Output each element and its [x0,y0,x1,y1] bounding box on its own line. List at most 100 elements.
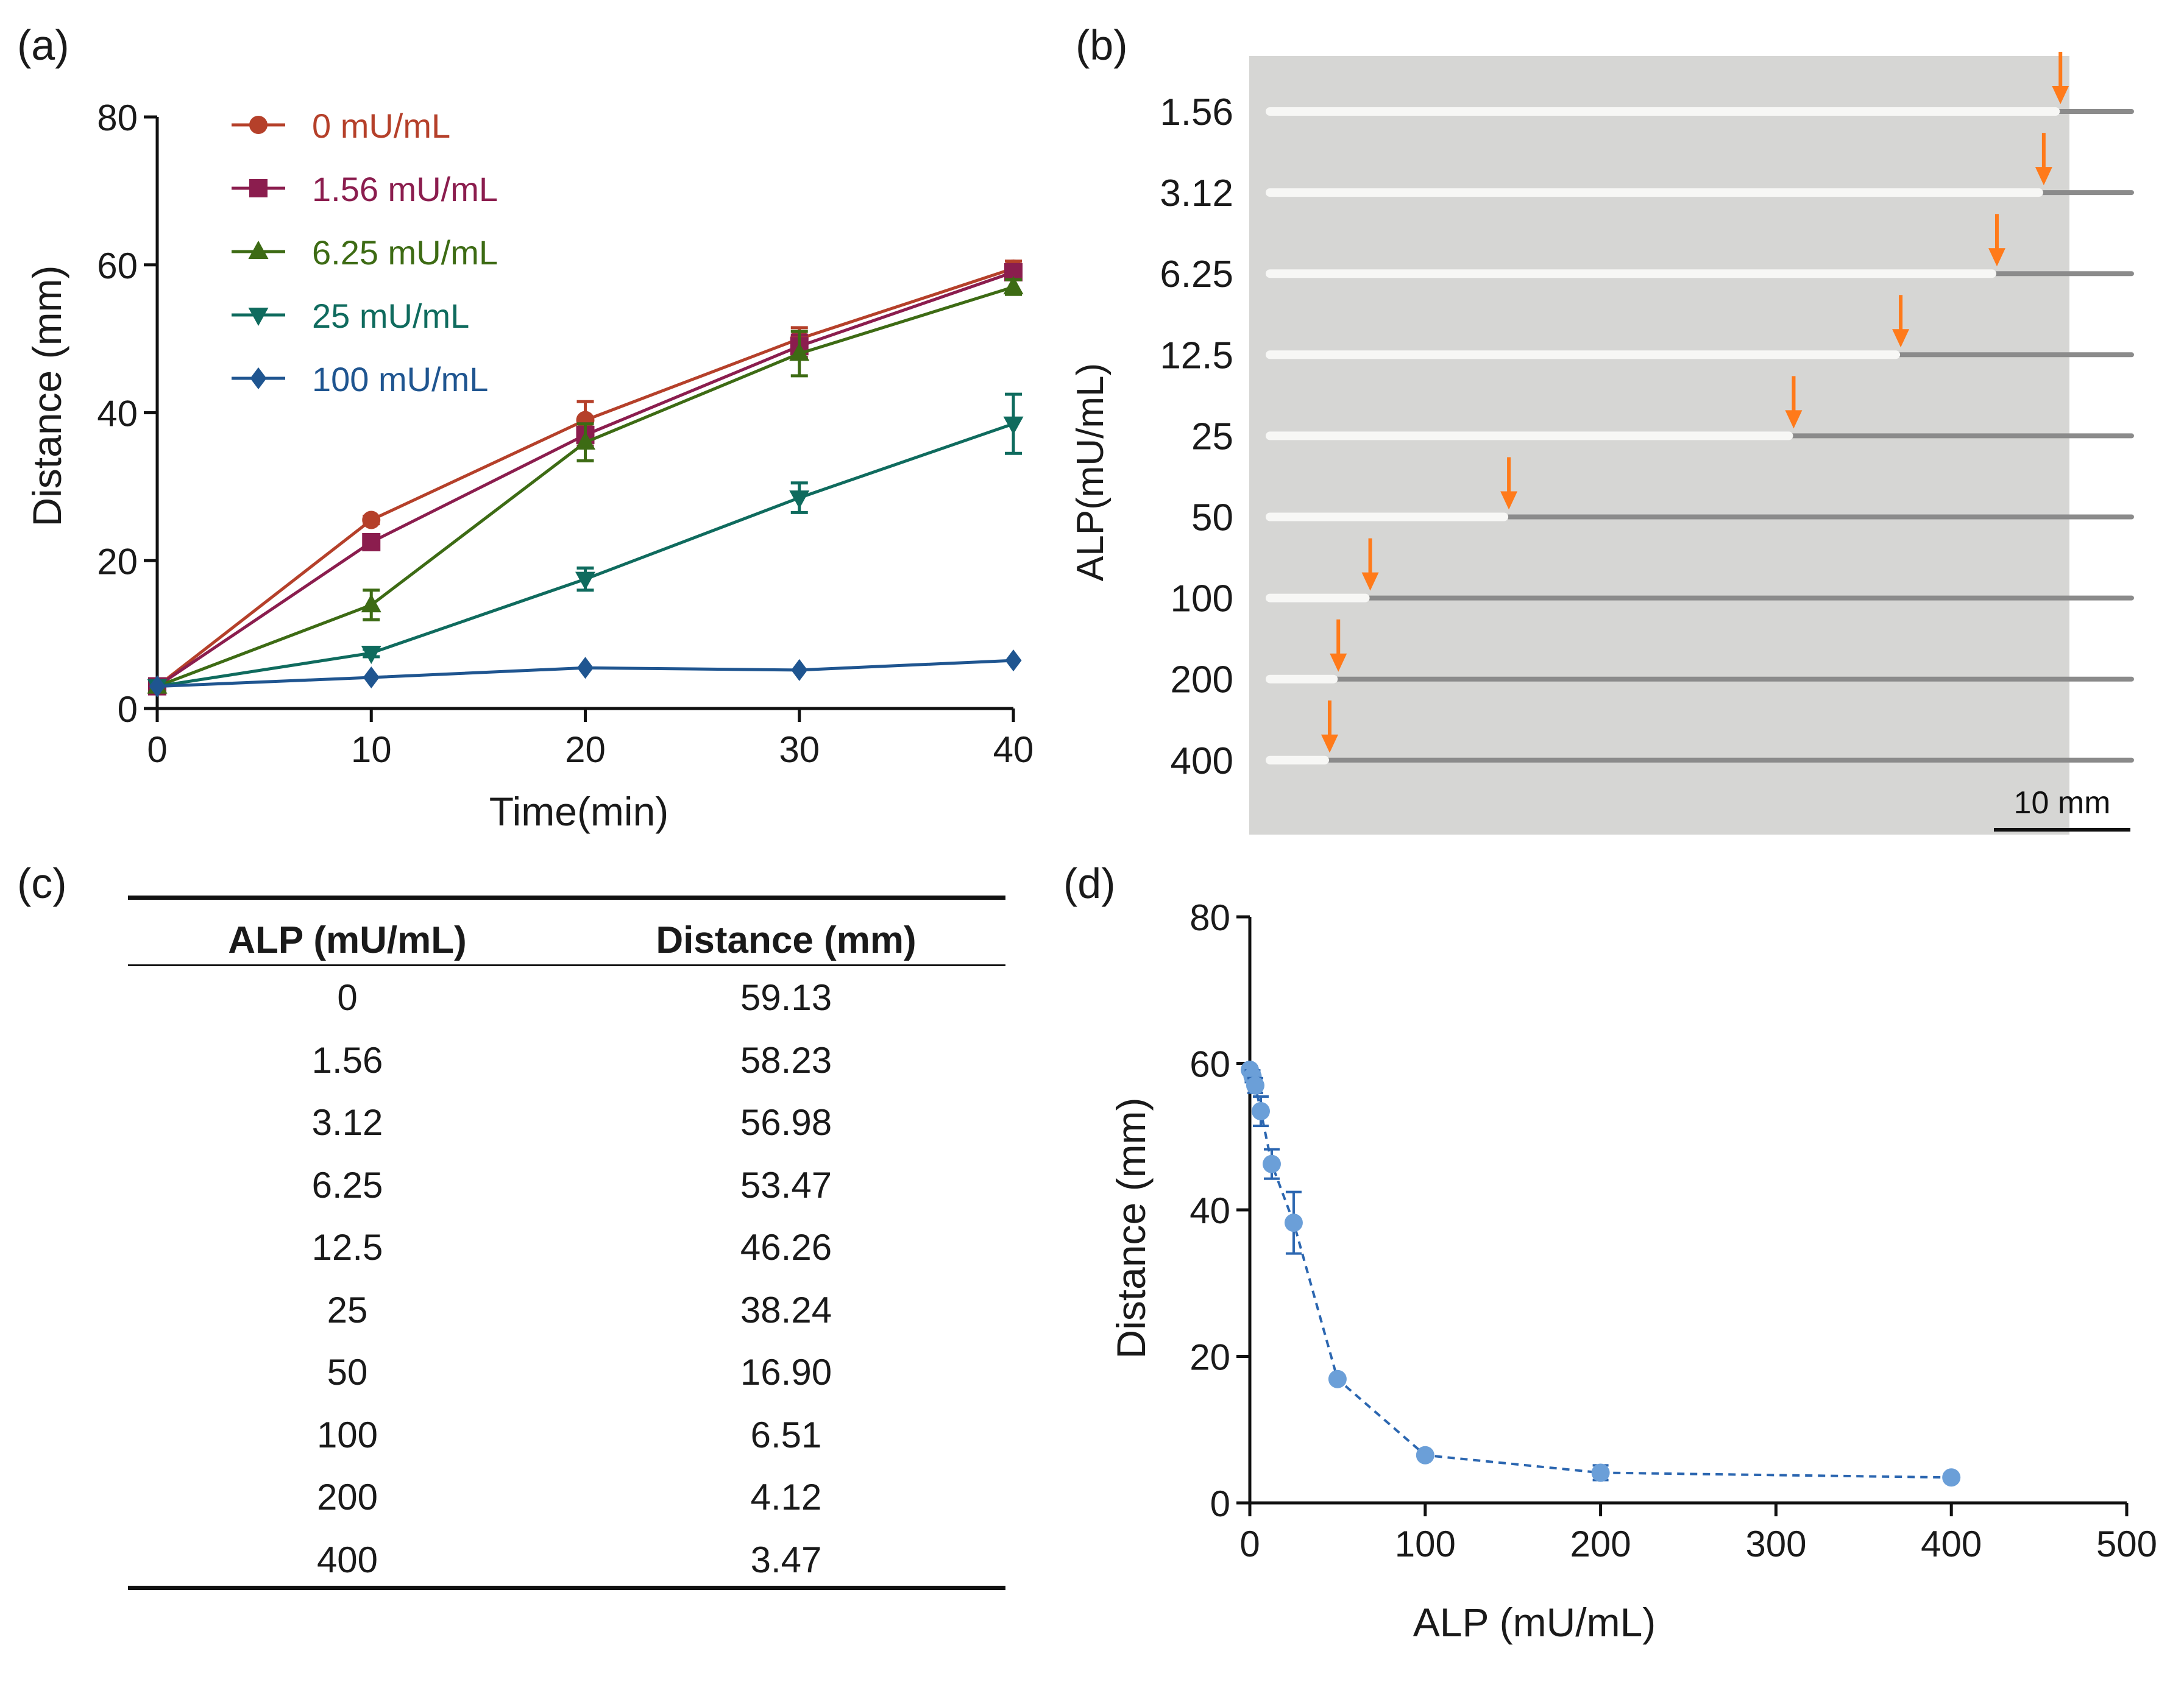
orange-arrow-icon [1321,734,1338,753]
a-data-point [575,571,595,590]
table-cell-alp: 12.5 [311,1227,383,1268]
a-data-point [1003,276,1024,295]
chart-d-xlabel: ALP (mU/mL) [1413,1600,1656,1645]
panel-c-label: (c) [17,860,67,907]
table-cell-distance: 46.26 [740,1227,832,1268]
a-xtick-label: 40 [993,729,1034,770]
table-top-rule [128,896,1005,900]
a-series-line [156,267,1014,688]
d-data-point [1284,1214,1303,1232]
chart-d-ylabel: Distance (mm) [1108,1097,1154,1359]
chart-b-ylabel: ALP(mU/mL) [1069,363,1112,581]
d-ytick-label: 20 [1190,1337,1230,1378]
b-category-label: 50 [1191,497,1233,539]
a-legend-marker [249,179,268,197]
a-legend-marker [250,367,267,389]
table-cell-distance: 16.90 [740,1352,832,1393]
a-ytick-label: 0 [118,689,138,730]
a-legend-marker [249,116,268,134]
b-category-label: 3.12 [1160,172,1233,214]
a-data-point [1003,416,1024,435]
d-data-point [1262,1154,1281,1173]
a-ytick-label: 20 [97,541,138,582]
chart-b: 1.56 3.12 6.25 12.5 25 50 100 200 400 10 mm ALP(… [1069,52,2134,835]
b-category-label: 6.25 [1160,253,1233,295]
table-cell-alp: 3.12 [311,1102,383,1143]
a-data-point [361,594,381,613]
a-data-point [577,657,594,679]
d-ytick-label: 40 [1190,1190,1230,1231]
orange-arrow-icon [1988,248,2005,267]
d-xtick-label: 0 [1239,1524,1260,1564]
d-data-point [1416,1446,1434,1465]
table-cell-alp: 1.56 [311,1039,383,1081]
d-ytick-label: 60 [1190,1044,1230,1085]
table-cell-alp: 25 [327,1289,368,1330]
orange-arrow-icon [1361,572,1379,591]
chart-a-xlabel: Time(min) [489,789,669,834]
panel-d-label: (d) [1063,860,1116,907]
d-data-point [1246,1076,1264,1095]
chart-a-ylabel: Distance (mm) [24,265,69,526]
a-data-point [362,532,381,551]
orange-arrow-icon [2052,86,2069,104]
b-category-label: 400 [1171,740,1233,782]
a-xtick-label: 20 [565,729,606,770]
a-xtick-label: 10 [351,729,392,770]
a-legend-marker [248,241,269,259]
a-ytick-label: 80 [97,97,138,138]
table-cell-alp: 100 [316,1414,378,1455]
table-cell-distance: 59.13 [740,977,832,1018]
d-xtick-label: 100 [1395,1524,1456,1564]
scale-bar-label: 10 mm [2014,785,2111,821]
table-cell-distance: 56.98 [740,1102,832,1143]
a-data-point [789,342,810,361]
a-legend-label: 0 mU/mL [312,107,450,145]
d-data-point [1942,1468,1961,1487]
a-xtick-label: 0 [147,729,167,770]
b-category-label: 100 [1171,578,1233,620]
table-header-distance: Distance (mm) [656,919,916,961]
orange-arrow-icon [1500,491,1518,510]
a-series-2 [147,276,1024,694]
a-data-point [361,645,381,664]
table-header-rule [128,964,1005,966]
a-ytick-label: 40 [97,394,138,434]
d-ytick-label: 0 [1210,1483,1230,1524]
orange-arrow-icon [1892,329,1910,348]
a-series-4 [149,649,1022,698]
d-fit-line [1249,1069,1952,1479]
a-series-line [157,422,1014,688]
orange-arrow-icon [1785,410,1803,429]
table-cell-distance: 3.47 [750,1539,822,1580]
d-xtick-label: 200 [1570,1524,1631,1564]
table-cell-alp: 50 [327,1352,368,1393]
panel-a-label: (a) [17,21,69,69]
d-xtick-label: 400 [1921,1524,1982,1564]
a-legend-label: 25 mU/mL [312,297,469,335]
a-data-point [791,659,808,681]
b-category-label: 1.56 [1160,91,1233,133]
a-legend-label: 100 mU/mL [312,360,488,398]
d-data-point [1328,1369,1347,1388]
d-ytick-label: 80 [1190,897,1230,938]
b-category-label: 25 [1191,415,1233,458]
a-data-point [1005,649,1022,672]
a-series-line [156,270,1014,688]
d-xtick-label: 500 [2096,1524,2157,1564]
table-cell-distance: 58.23 [740,1039,832,1081]
table-cell-alp: 400 [316,1539,378,1580]
table-header-alp: ALP (mU/mL) [228,919,467,961]
b-category-label: 200 [1171,659,1233,701]
a-data-point [789,490,810,509]
orange-arrow-icon [1330,653,1347,672]
table-cell-alp: 6.25 [311,1164,383,1206]
d-xtick-label: 300 [1745,1524,1806,1564]
d-data-point [1591,1463,1610,1482]
a-xtick-label: 30 [779,729,820,770]
a-series-1 [148,263,1023,696]
a-data-point [149,675,166,698]
photo-background [1249,56,2069,835]
b-category-label: 12.5 [1160,334,1233,376]
a-ytick-label: 60 [97,246,138,286]
